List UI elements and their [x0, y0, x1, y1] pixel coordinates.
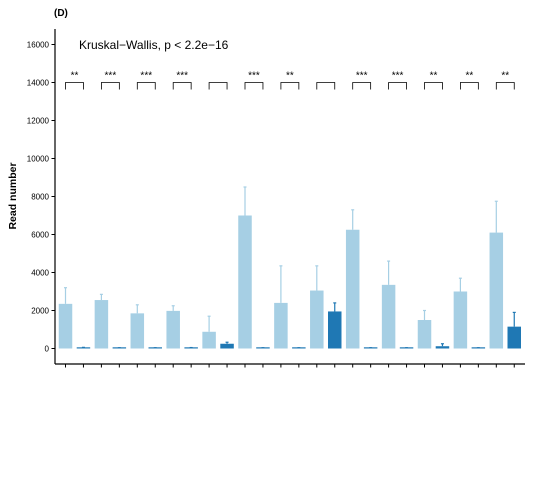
- significance-label-10: ***: [392, 71, 404, 82]
- significance-bracket-3: [136, 82, 156, 90]
- significance-group: ** *** *** *** *** ** *** *** ** ** **: [65, 71, 515, 90]
- bar-19: [381, 284, 396, 349]
- significance-bracket-9: [352, 82, 372, 90]
- bar-11: [238, 215, 252, 349]
- significance-bracket-7: [280, 82, 300, 90]
- significance-bracket-4: [172, 82, 192, 90]
- y-tick-label-16000: 16000: [27, 41, 50, 50]
- bar-17: [345, 229, 360, 349]
- significance-bracket-12: [460, 82, 479, 90]
- bar-26: [507, 326, 521, 349]
- bar-22: [435, 346, 450, 349]
- y-tick-label-10000: 10000: [27, 155, 50, 164]
- y-tick-label-0: 0: [45, 345, 50, 354]
- significance-label-11: **: [430, 71, 438, 82]
- significance-bracket-10: [388, 82, 407, 90]
- significance-label-3: ***: [140, 71, 152, 82]
- bar-25: [489, 232, 504, 349]
- y-tick-label-8000: 8000: [31, 193, 49, 202]
- significance-label-12: **: [465, 71, 473, 82]
- significance-label-9: ***: [356, 71, 368, 82]
- significance-label-13: **: [501, 71, 509, 82]
- bar-9: [202, 331, 216, 349]
- error-bars-group: [64, 186, 516, 349]
- y-tick-label-2000: 2000: [31, 307, 49, 316]
- significance-bracket-11: [424, 82, 443, 90]
- y-tick-label-4000: 4000: [31, 269, 49, 278]
- bar-7: [166, 310, 180, 349]
- panel-label: (D): [54, 8, 68, 19]
- bar-15: [310, 290, 324, 349]
- bar-3: [94, 300, 109, 349]
- significance-bracket-13: [495, 82, 515, 90]
- significance-label-7: **: [286, 71, 294, 82]
- significance-bracket-8: [316, 82, 336, 90]
- bar-10: [220, 343, 234, 349]
- bars-group: [58, 215, 521, 349]
- significance-bracket-6: [244, 82, 264, 90]
- significance-label-4: ***: [176, 71, 188, 82]
- bar-16: [328, 311, 342, 349]
- y-tick-label-6000: 6000: [31, 231, 49, 240]
- y-axis: 0 2000 4000 6000 8000 10000 12000 14000 16000: [27, 29, 56, 364]
- bar-5: [130, 313, 145, 349]
- bar-21: [417, 320, 432, 349]
- bar-1: [58, 303, 73, 349]
- significance-bracket-1: [65, 82, 84, 90]
- significance-label-1: **: [71, 71, 79, 82]
- bar-23: [453, 291, 468, 349]
- y-axis-label: Read number: [7, 162, 19, 229]
- significance-bracket-2: [101, 82, 120, 90]
- significance-label-2: ***: [105, 71, 117, 82]
- y-tick-label-14000: 14000: [27, 79, 50, 88]
- kruskal-wallis-annotation: Kruskal−Wallis, p < 2.2e−16: [79, 38, 229, 52]
- x-axis: [55, 363, 525, 368]
- significance-label-6: ***: [248, 71, 260, 82]
- significance-bracket-5: [208, 82, 228, 90]
- y-tick-label-12000: 12000: [27, 117, 50, 126]
- bar-13: [274, 302, 288, 349]
